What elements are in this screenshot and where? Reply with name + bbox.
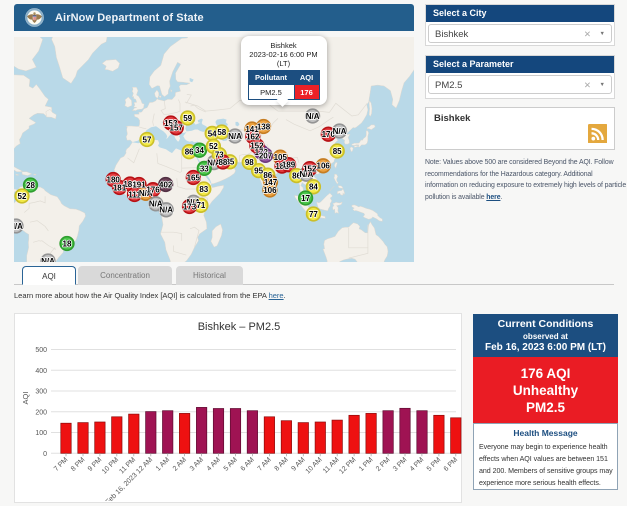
svg-text:N/A: N/A [159,206,173,215]
svg-text:18: 18 [63,239,72,248]
svg-text:181: 181 [113,183,127,192]
svg-text:181: 181 [275,162,289,171]
svg-text:207: 207 [259,151,273,160]
svg-text:500: 500 [35,347,47,354]
svg-text:5 AM: 5 AM [223,456,239,472]
svg-text:N/A: N/A [139,189,153,198]
svg-text:52: 52 [209,142,218,151]
svg-text:4 AM: 4 AM [206,456,222,472]
svg-text:N/A: N/A [187,198,201,207]
svg-text:182: 182 [123,180,137,189]
svg-text:100: 100 [35,430,47,437]
svg-text:402: 402 [159,180,173,189]
svg-text:3 AM: 3 AM [189,456,205,472]
svg-text:33: 33 [200,164,209,173]
svg-text:54: 54 [208,129,217,138]
svg-text:152: 152 [303,165,317,174]
svg-text:AQI: AQI [21,392,30,405]
svg-text:200: 200 [35,409,47,416]
svg-text:N/A: N/A [149,200,163,209]
svg-text:35: 35 [225,158,234,167]
svg-text:N/A: N/A [300,170,314,179]
svg-text:12 PM: 12 PM [338,456,357,475]
svg-text:11 AM: 11 AM [322,456,341,475]
svg-text:88: 88 [218,158,227,167]
svg-text:5 PM: 5 PM [426,456,443,473]
svg-text:7 AM: 7 AM [257,456,273,472]
svg-text:138: 138 [257,122,271,131]
svg-text:N/A: N/A [333,127,347,136]
svg-text:2 AM: 2 AM [172,456,188,472]
svg-text:1 AM: 1 AM [155,456,171,472]
svg-text:Bishkek – PM2.5: Bishkek – PM2.5 [198,321,281,333]
svg-text:84: 84 [309,183,318,192]
svg-text:173: 173 [255,148,269,157]
svg-text:141: 141 [245,125,259,134]
svg-text:3 PM: 3 PM [392,456,409,473]
svg-text:N/A: N/A [306,112,320,121]
svg-text:N/A: N/A [41,257,55,262]
svg-text:7 PM: 7 PM [53,456,70,473]
svg-text:8 AM: 8 AM [274,456,290,472]
svg-text:0: 0 [43,451,47,458]
svg-text:10 PM: 10 PM [101,456,120,475]
svg-text:86: 86 [292,172,301,181]
svg-text:77: 77 [309,210,318,219]
svg-text:162: 162 [246,132,260,141]
svg-text:300: 300 [35,389,47,396]
svg-text:105: 105 [274,153,288,162]
svg-text:165: 165 [187,173,201,182]
svg-text:6 PM: 6 PM [443,456,460,473]
svg-text:57: 57 [143,135,152,144]
svg-text:34: 34 [195,146,204,155]
svg-text:176: 176 [146,186,160,195]
svg-text:86: 86 [263,171,272,180]
svg-text:95: 95 [254,167,263,176]
svg-text:6 AM: 6 AM [240,456,256,472]
svg-text:71: 71 [196,201,205,210]
svg-text:52: 52 [18,192,27,201]
svg-text:111: 111 [128,190,141,199]
svg-text:180: 180 [107,175,121,184]
svg-text:106: 106 [263,186,277,195]
svg-text:59: 59 [183,114,192,123]
svg-text:1 PM: 1 PM [358,456,375,473]
svg-text:189: 189 [282,161,296,170]
svg-text:28: 28 [26,181,35,190]
svg-text:152: 152 [250,142,264,151]
svg-text:17: 17 [301,194,310,203]
svg-text:4 PM: 4 PM [409,456,426,473]
svg-text:173: 173 [183,202,197,211]
svg-text:N/A: N/A [207,159,221,168]
svg-text:83: 83 [199,185,208,194]
svg-text:170: 170 [322,130,336,139]
svg-text:73: 73 [215,151,224,160]
svg-text:98: 98 [245,158,254,167]
svg-text:2 PM: 2 PM [375,456,392,473]
svg-text:10 AM: 10 AM [305,456,324,475]
svg-text:191: 191 [132,180,146,189]
svg-text:400: 400 [35,368,47,375]
svg-text:N/A: N/A [14,222,23,231]
svg-text:N/A: N/A [228,132,242,141]
svg-text:86: 86 [185,148,194,157]
svg-text:106: 106 [317,162,331,171]
svg-text:147: 147 [264,178,278,187]
svg-text:8 PM: 8 PM [70,456,87,473]
svg-text:153: 153 [164,119,178,128]
svg-text:157: 157 [170,124,184,133]
svg-text:85: 85 [333,147,342,156]
svg-text:58: 58 [217,128,226,137]
